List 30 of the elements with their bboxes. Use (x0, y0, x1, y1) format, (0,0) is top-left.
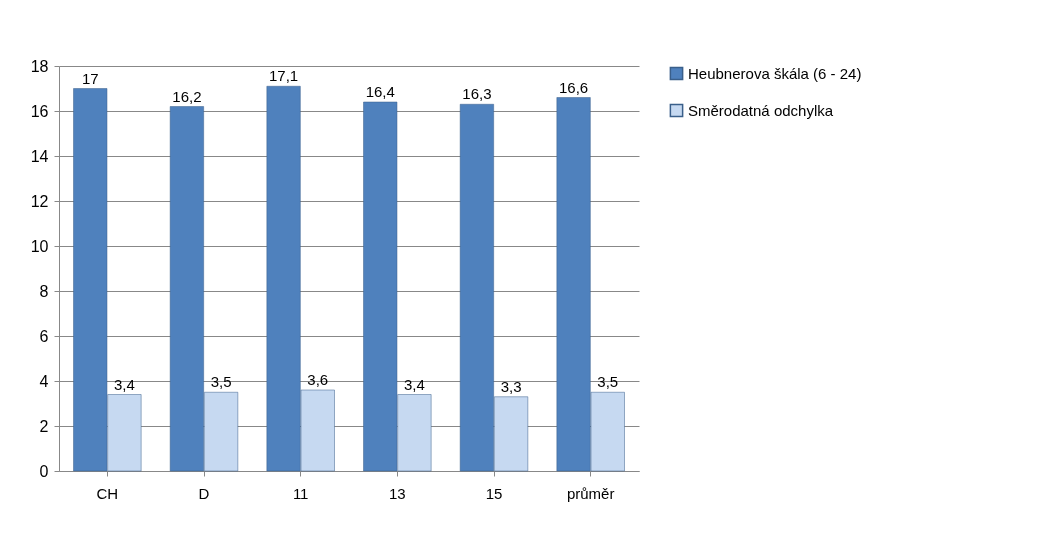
y-tick-label: 0 (39, 462, 49, 480)
y-tick-label: 8 (39, 282, 49, 300)
x-tick-label: 11 (292, 484, 309, 502)
y-tick-label: 12 (30, 192, 49, 210)
x-tick-label: průměr (566, 484, 615, 502)
legend-label: Směrodatná odchylka (688, 101, 834, 119)
data-label: 3,4 (113, 375, 135, 393)
y-tick-label: 10 (30, 237, 49, 255)
y-tick-label: 2 (39, 417, 49, 435)
y-tick-label: 14 (30, 147, 49, 165)
x-tick-label: 13 (388, 484, 406, 502)
y-tick-label: 18 (30, 57, 49, 75)
x-tick-label: CH (96, 484, 119, 502)
data-label: 16,6 (558, 78, 589, 96)
data-label: 16,3 (462, 85, 492, 103)
data-label: 3,6 (307, 371, 329, 388)
data-label: 17,1 (268, 67, 299, 85)
data-label: 3,5 (210, 373, 232, 391)
x-tick-label: 15 (485, 484, 503, 502)
x-tick-label: D (198, 484, 210, 502)
legend-label: Heubnerova škála (6 - 24) (688, 64, 862, 82)
data-label: 3,4 (403, 375, 425, 393)
y-tick-label: 16 (30, 102, 49, 120)
data-label: 17 (81, 69, 99, 87)
data-label: 16,4 (365, 83, 395, 100)
y-tick-label: 6 (39, 327, 49, 345)
y-tick-label: 4 (39, 372, 49, 390)
data-label: 3,5 (597, 373, 619, 391)
data-label: 16,2 (172, 87, 202, 105)
data-label: 3,3 (500, 377, 522, 395)
